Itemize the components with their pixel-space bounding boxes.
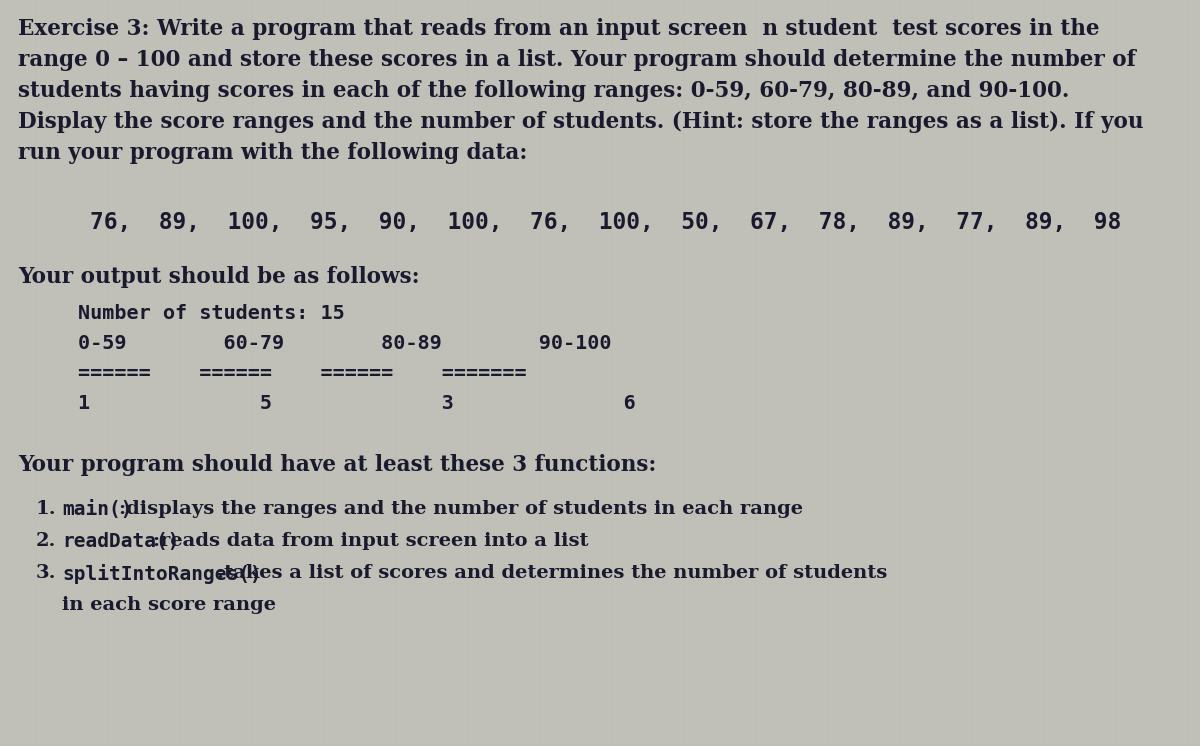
- Text: run your program with the following data:: run your program with the following data…: [18, 142, 527, 164]
- Text: Exercise 3: Write a program that reads from an input screen  n student  test sco: Exercise 3: Write a program that reads f…: [18, 18, 1099, 40]
- Text: 76,  89,  100,  95,  90,  100,  76,  100,  50,  67,  78,  89,  77,  89,  98: 76, 89, 100, 95, 90, 100, 76, 100, 50, 6…: [90, 211, 1121, 234]
- Text: 1.: 1.: [36, 500, 56, 518]
- Text: 0-59        60-79        80-89        90-100: 0-59 60-79 80-89 90-100: [78, 334, 612, 353]
- Text: main(): main(): [62, 500, 132, 519]
- Text: Your program should have at least these 3 functions:: Your program should have at least these …: [18, 454, 656, 476]
- Text: 3.: 3.: [36, 564, 56, 582]
- Text: 2.: 2.: [36, 532, 56, 550]
- Text: Display the score ranges and the number of students. (Hint: store the ranges as : Display the score ranges and the number …: [18, 111, 1144, 133]
- Text: range 0 – 100 and store these scores in a list. Your program should determine th: range 0 – 100 and store these scores in …: [18, 49, 1136, 71]
- Text: splitIntoRanges(): splitIntoRanges(): [62, 564, 262, 584]
- Text: Your output should be as follows:: Your output should be as follows:: [18, 266, 420, 288]
- Text: in each score range: in each score range: [62, 596, 276, 614]
- Text: :takes a list of scores and determines the number of students: :takes a list of scores and determines t…: [217, 564, 887, 582]
- Text: ======    ======    ======    =======: ====== ====== ====== =======: [78, 364, 527, 383]
- Text: :reads data from input screen into a list: :reads data from input screen into a lis…: [154, 532, 588, 550]
- Text: students having scores in each of the following ranges: 0-59, 60-79, 80-89, and : students having scores in each of the fo…: [18, 80, 1069, 102]
- Text: Number of students: 15: Number of students: 15: [78, 304, 344, 323]
- Text: 1              5              3              6: 1 5 3 6: [78, 394, 636, 413]
- Text: :displays the ranges and the number of students in each range: :displays the ranges and the number of s…: [119, 500, 803, 518]
- Text: readData(): readData(): [62, 532, 180, 551]
